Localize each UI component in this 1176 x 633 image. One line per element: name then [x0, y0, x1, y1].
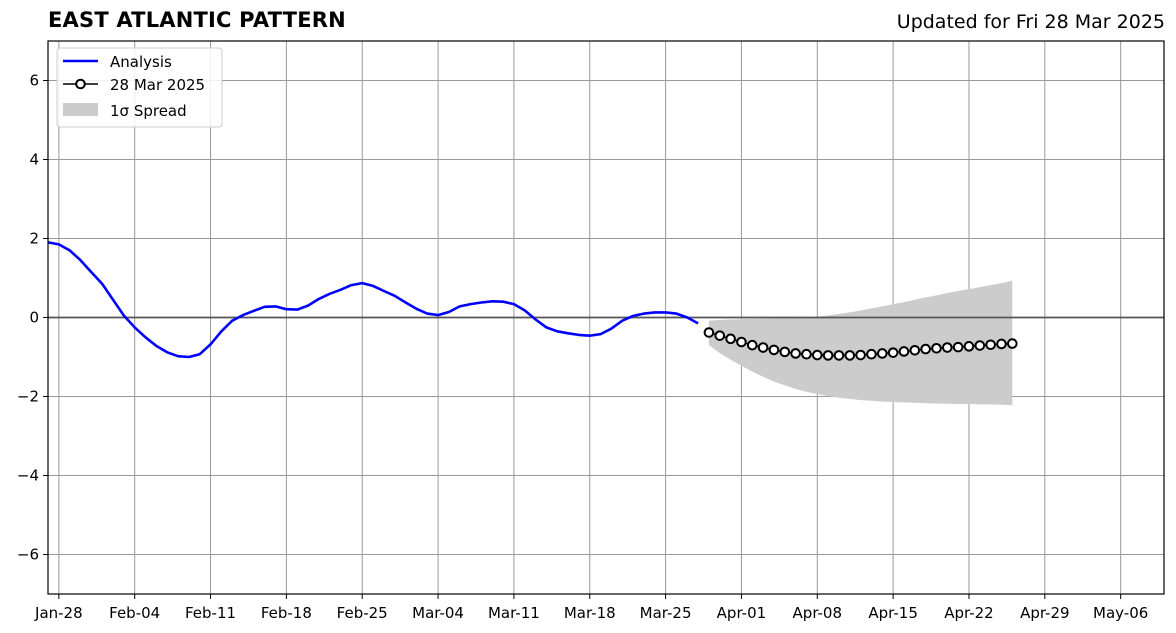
analysis-series-layer	[47, 241, 699, 359]
forecast-point	[887, 347, 899, 358]
legend-forecast-label: 28 Mar 2025	[110, 76, 205, 94]
forecast-point	[952, 341, 964, 353]
x-tick-label: Jan-28	[34, 604, 83, 622]
spread-band	[708, 280, 1013, 406]
forecast-point	[866, 348, 877, 360]
spread-band-layer	[708, 280, 1013, 406]
x-tick-label: Feb-11	[185, 604, 236, 622]
x-tick-label: Apr-29	[1020, 604, 1070, 622]
x-tick-label: Mar-04	[412, 604, 464, 622]
forecast-point	[942, 342, 953, 353]
forecast-point	[996, 338, 1007, 350]
y-tick-label: 6	[29, 72, 39, 90]
forecast-series-layer	[703, 327, 1018, 361]
forecast-point	[768, 344, 780, 356]
legend: Analysis 28 Mar 2025 1σ Spread	[56, 47, 223, 128]
plot-frame	[47, 40, 1165, 595]
forecast-point	[725, 333, 736, 345]
y-tick-label: −6	[17, 546, 39, 564]
x-tick-label: Mar-11	[488, 604, 540, 622]
x-tick-label: Feb-04	[109, 604, 160, 622]
forecast-point	[855, 349, 866, 361]
forecast-point	[898, 346, 910, 357]
x-tick-label: Apr-01	[717, 604, 767, 622]
legend-forecast-marker	[75, 78, 86, 90]
x-tick-label: Apr-15	[868, 604, 918, 622]
y-tick-label: 4	[29, 151, 39, 169]
forecast-point	[736, 336, 747, 348]
forecast-point	[931, 343, 942, 354]
forecast-point	[822, 350, 834, 361]
forecast-point	[963, 341, 975, 352]
forecast-point	[920, 343, 931, 355]
x-tick-label: May-06	[1093, 604, 1148, 622]
x-tick-label: Mar-25	[640, 604, 692, 622]
y-tick-label: −4	[17, 467, 39, 485]
legend-spread-label: 1σ Spread	[110, 102, 187, 120]
x-tick-label: Apr-22	[944, 604, 994, 622]
x-tick-label: Mar-18	[564, 604, 616, 622]
forecast-point	[985, 339, 996, 351]
y-tick-label: −2	[17, 388, 39, 406]
legend-analysis-label: Analysis	[110, 53, 172, 71]
forecast-point	[876, 348, 888, 359]
x-tick-label: Feb-18	[261, 604, 312, 622]
legend-box	[56, 47, 223, 128]
forecast-point	[833, 350, 845, 361]
forecast-point	[974, 340, 986, 351]
chart-title: EAST ATLANTIC PATTERN	[48, 8, 346, 32]
forecast-point	[779, 346, 791, 358]
forecast-point	[844, 350, 856, 361]
forecast-point	[703, 327, 715, 338]
forecast-point	[790, 348, 801, 359]
forecast-point	[801, 348, 812, 360]
forecast-point	[909, 344, 921, 356]
forecast-point	[811, 349, 823, 361]
legend-spread-swatch	[63, 103, 98, 116]
forecast-point	[757, 342, 769, 353]
y-tick-label: 2	[29, 230, 39, 248]
forecast-point	[714, 330, 726, 341]
forecast-point	[1007, 338, 1018, 349]
x-tick-label: Apr-08	[793, 604, 843, 622]
analysis-line	[47, 241, 699, 359]
axes	[43, 40, 1165, 599]
updated-date-label: Updated for Fri 28 Mar 2025	[896, 11, 1165, 33]
forecast-point	[746, 339, 758, 351]
y-tick-label: 0	[29, 309, 39, 327]
x-tick-label: Feb-25	[337, 604, 388, 622]
tick-labels: Jan-28 Feb-04 Feb-11 Feb-18 Feb-25 Mar-04 Mar-…	[17, 72, 1148, 623]
